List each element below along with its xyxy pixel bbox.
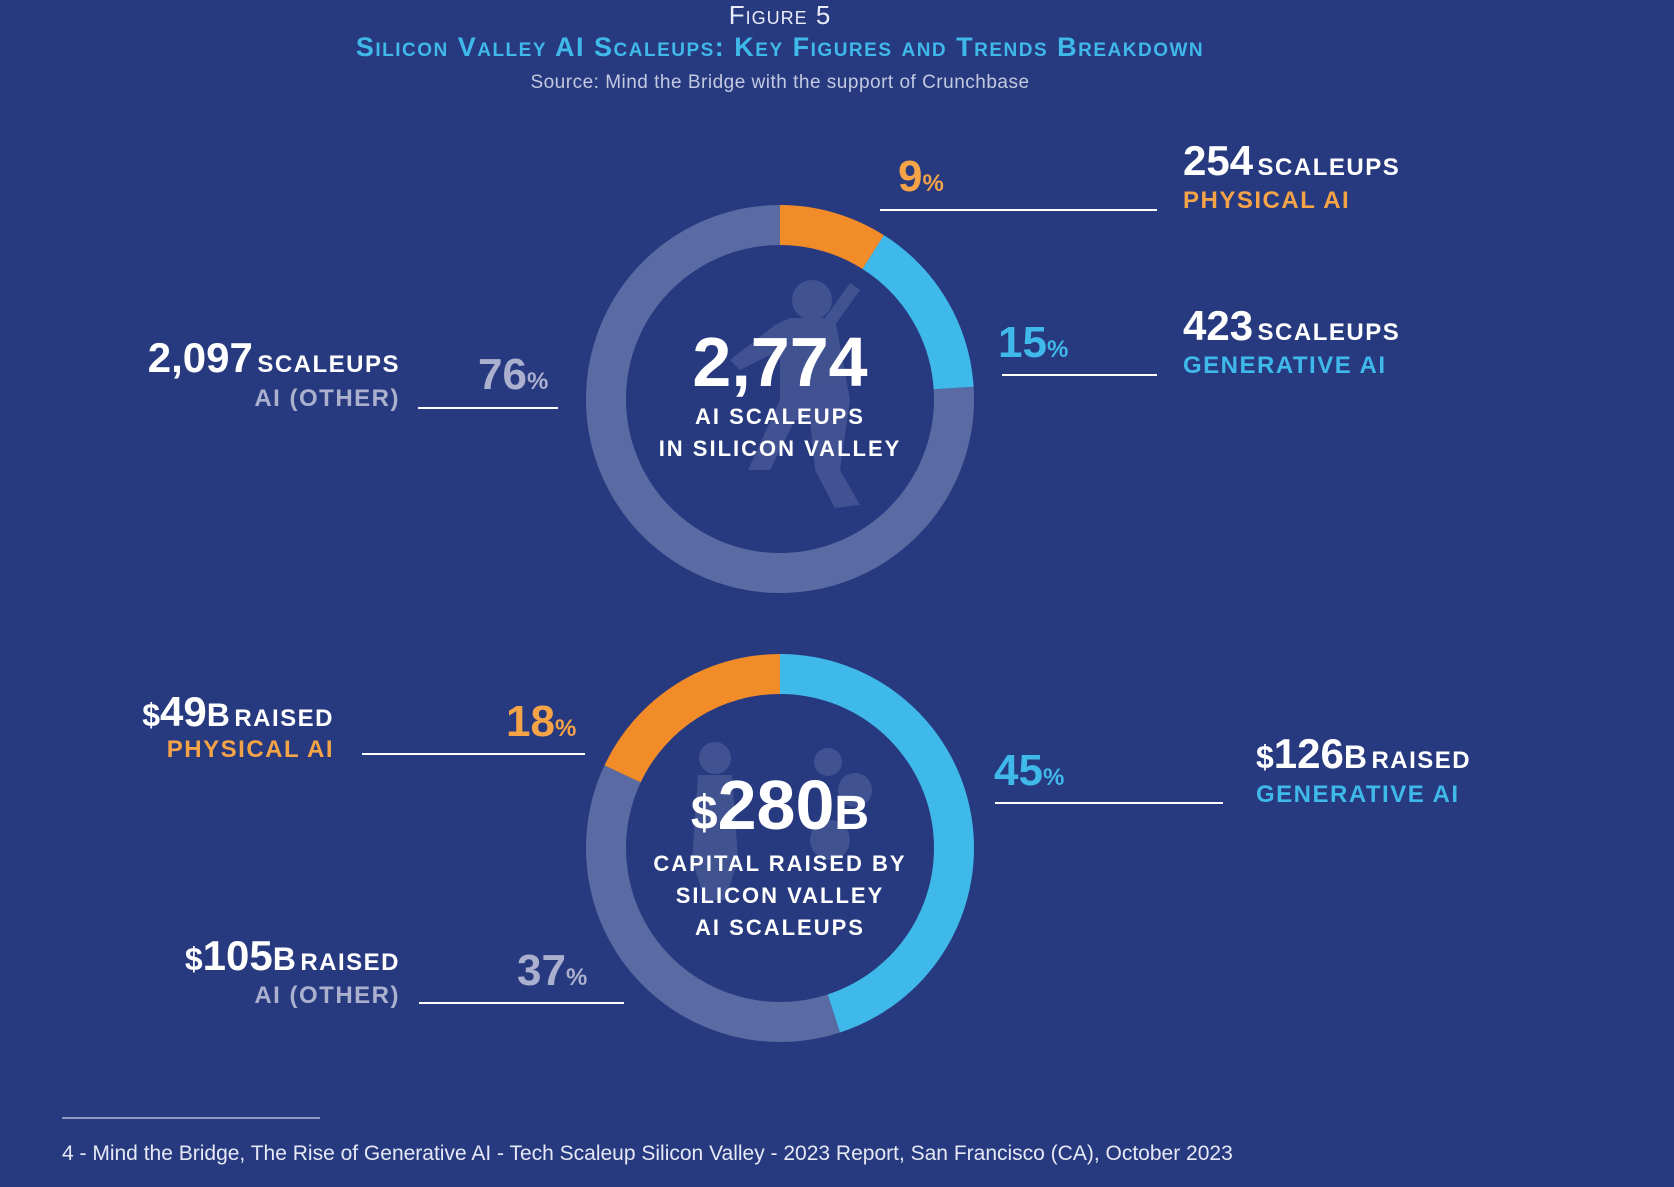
chart1-pct-physical: 9% bbox=[898, 152, 944, 201]
footnote: 4 - Mind the Bridge, The Rise of Generat… bbox=[62, 1142, 1233, 1165]
chart1-category-generative: GENERATIVE AI bbox=[1183, 352, 1387, 379]
chart2-slice-generative-ai bbox=[779, 654, 974, 1033]
chart2-label-other: $105B RAISED bbox=[184, 932, 400, 979]
chart2-label-physical: $49B RAISED bbox=[142, 688, 334, 735]
footnote-divider bbox=[62, 1117, 320, 1119]
chart1-category-physical: PHYSICAL AI bbox=[1183, 187, 1351, 214]
chart2-center-caption-3: AI SCALEUPS bbox=[695, 915, 865, 940]
money-silhouette-icon bbox=[692, 742, 872, 900]
chart2-pct-generative: 45% bbox=[994, 746, 1065, 795]
chart1-label-other: 2,097 SCALEUPS bbox=[147, 334, 400, 381]
chart1-label-generative: 423 SCALEUPS bbox=[1183, 302, 1401, 349]
person-silhouette-icon bbox=[730, 280, 860, 508]
chart2-slice-ai-other bbox=[586, 765, 840, 1042]
figure-title: Silicon Valley AI Scaleups: Key Figures … bbox=[355, 32, 1205, 62]
chart2-category-physical: PHYSICAL AI bbox=[166, 736, 334, 763]
chart1-slice-generative-ai bbox=[862, 235, 974, 390]
figure-source: Source: Mind the Bridge with the support… bbox=[530, 72, 1030, 93]
chart2-pct-other: 37% bbox=[517, 946, 588, 995]
chart1-slice-physical-ai bbox=[779, 205, 884, 270]
chart1-label-physical: 254 SCALEUPS bbox=[1183, 137, 1401, 184]
chart2-pct-physical: 18% bbox=[506, 697, 577, 746]
chart2-label-generative: $126B RAISED bbox=[1256, 730, 1472, 777]
figure-label: Figure 5 bbox=[728, 0, 832, 30]
chart2-center-value: $280B bbox=[690, 766, 870, 844]
chart1-pct-generative: 15% bbox=[998, 318, 1069, 367]
chart2-category-other: AI (OTHER) bbox=[254, 982, 400, 1009]
chart1-center-caption-1: AI SCALEUPS bbox=[695, 404, 865, 429]
chart2-center-caption-1: CAPITAL RAISED BY bbox=[653, 851, 907, 876]
chart1-slice-ai-other bbox=[586, 205, 974, 593]
chart2-slice-physical-ai bbox=[604, 654, 781, 783]
chart2-category-generative: GENERATIVE AI bbox=[1256, 781, 1460, 808]
chart2-center-caption-2: SILICON VALLEY bbox=[675, 883, 885, 908]
chart1-pct-other: 76% bbox=[478, 350, 549, 399]
chart1-center-value: 2,774 bbox=[692, 323, 868, 401]
chart1-center-caption-2: IN SILICON VALLEY bbox=[658, 436, 902, 461]
chart1-arcs bbox=[586, 205, 974, 593]
chart1-category-other: AI (OTHER) bbox=[254, 385, 400, 412]
chart2-arcs bbox=[586, 654, 974, 1042]
